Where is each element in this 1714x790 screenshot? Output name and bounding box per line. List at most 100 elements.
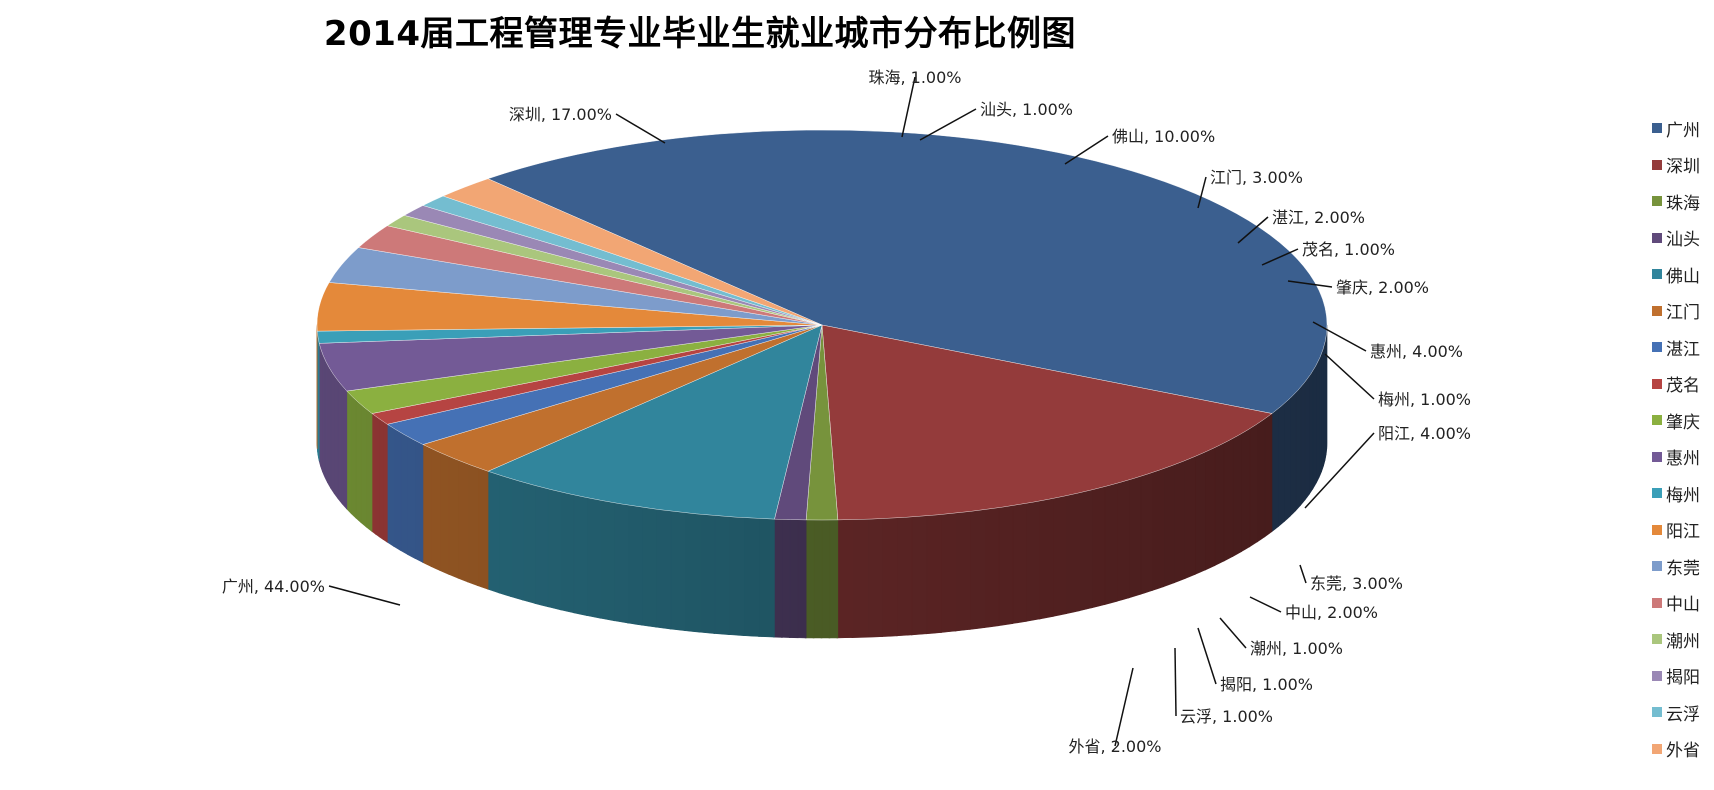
legend-label: 潮州	[1666, 631, 1700, 652]
leader-line-东莞	[1299, 564, 1307, 584]
pie-side-佛山	[655, 508, 672, 630]
pie-side-湛江	[386, 423, 395, 547]
pie-side-广州	[1308, 369, 1314, 496]
data-label-外省: 外省, 2.00%	[1068, 737, 1161, 756]
data-label-珠海: 珠海, 1.00%	[868, 68, 961, 87]
pie-side-深圳	[836, 519, 854, 639]
pie-side-惠州	[337, 379, 343, 505]
legend-swatch	[1652, 634, 1662, 645]
pie-side-佛山	[559, 491, 575, 614]
leader-line-湛江	[1237, 216, 1269, 244]
legend-swatch	[1652, 597, 1662, 608]
legend-swatch	[1652, 378, 1662, 389]
legend-label: 梅州	[1666, 485, 1700, 506]
legend-swatch	[1652, 415, 1662, 426]
pie-side-佛山	[698, 513, 716, 634]
legend-label: 揭阳	[1666, 668, 1700, 689]
legend-swatch	[1652, 123, 1662, 134]
pie-side-深圳	[1256, 418, 1266, 543]
data-label-揭阳: 揭阳, 1.00%	[1220, 675, 1313, 694]
leader-line-外省	[1114, 667, 1134, 747]
legend-swatch	[1652, 269, 1662, 280]
pie-side-深圳	[1204, 446, 1216, 571]
pie-top-layer	[316, 129, 1328, 521]
pie-side-深圳	[997, 505, 1014, 627]
leader-line-珠海	[901, 76, 916, 138]
pie-side-江门	[448, 455, 459, 579]
legend-label: 茂名	[1666, 376, 1700, 397]
pie-side-佛山	[534, 485, 549, 608]
data-label-广州: 广州, 44.00%	[222, 577, 325, 596]
leader-line-揭阳	[1197, 627, 1217, 685]
pie-side-深圳	[1184, 455, 1196, 580]
pie-side-江门	[476, 467, 489, 590]
legend-swatch	[1652, 524, 1662, 535]
leader-line-梅州	[1324, 353, 1375, 400]
pie-slice-外省	[442, 178, 823, 326]
pie-side-佛山	[572, 494, 588, 617]
data-label-阳江: 阳江, 4.00%	[1378, 424, 1471, 443]
pie-side-深圳	[1128, 475, 1142, 599]
pie-side-广州	[1300, 380, 1306, 507]
pie-side-深圳	[1162, 464, 1175, 588]
pie-side-深圳	[851, 518, 869, 638]
pie-side-珠海	[804, 519, 815, 639]
legend-label: 广州	[1666, 120, 1700, 141]
legend-label: 深圳	[1666, 157, 1700, 178]
pie-side-深圳	[1052, 495, 1068, 617]
legend-item-江门: 江门	[1652, 293, 1714, 330]
pie-side-汕头	[773, 518, 783, 638]
pie-side-广州	[1304, 375, 1310, 501]
data-label-潮州: 潮州, 1.00%	[1250, 639, 1343, 658]
legend-swatch	[1652, 488, 1662, 499]
data-label-江门: 江门, 3.00%	[1210, 168, 1303, 187]
data-label-中山: 中山, 2.00%	[1285, 603, 1378, 622]
pie-side-深圳	[1214, 442, 1225, 567]
pie-side-湛江	[414, 439, 424, 564]
legend-swatch	[1652, 342, 1662, 353]
legend-swatch	[1652, 743, 1662, 754]
pie-side-肇庆	[350, 394, 357, 519]
pie-side-佛山	[684, 512, 701, 633]
pie-side-深圳	[1223, 437, 1234, 562]
data-label-深圳: 深圳, 17.00%	[509, 105, 612, 124]
pie-side-深圳	[983, 507, 1000, 629]
pie-side-广州	[1289, 391, 1297, 517]
pie-side-佛山	[586, 497, 602, 619]
chart-title: 2014届工程管理专业毕业生就业城市分布比例图	[323, 14, 1077, 54]
legend-item-阳江: 阳江	[1652, 512, 1714, 549]
legend-label: 佛山	[1666, 266, 1700, 287]
pie-side-佛山	[641, 506, 657, 628]
legend-label: 湛江	[1666, 339, 1700, 360]
pie-side-江门	[439, 451, 450, 576]
pie-side-惠州	[341, 384, 348, 510]
pie-side-佛山	[522, 481, 536, 605]
legend-label: 江门	[1666, 303, 1700, 324]
pie-side-广州	[1277, 402, 1285, 528]
pie-side-深圳	[896, 516, 913, 637]
pie-side-深圳	[1173, 460, 1186, 584]
data-label-梅州: 梅州, 1.00%	[1378, 390, 1471, 409]
pie-side-湛江	[393, 427, 402, 552]
pie-side-肇庆	[346, 389, 352, 515]
legend-swatch	[1652, 196, 1662, 207]
pie-slice-佛山	[487, 324, 823, 520]
pie-side-佛山	[713, 515, 730, 636]
legend-swatch	[1652, 232, 1662, 243]
legend-swatch	[1652, 670, 1662, 681]
chart-legend: 广州 深圳 珠海 汕头 佛山 江门 湛江 茂名 肇庆 惠州 梅州 阳江 东莞 中山 潮州 揭阳 云浮 外省	[1652, 110, 1714, 767]
legend-item-广州: 广州	[1652, 110, 1714, 147]
legend-label: 肇庆	[1666, 412, 1700, 433]
pie-side-广州	[1271, 407, 1279, 533]
data-label-惠州: 惠州, 4.00%	[1370, 342, 1463, 361]
pie-data-labels: 广州, 44.00% 深圳, 17.00% 珠海, 1.00% 汕头, 1.00% 佛山…	[222, 68, 1471, 756]
pie-side-佛山	[669, 510, 686, 632]
legend-item-外省: 外省	[1652, 731, 1714, 768]
leader-line-深圳	[615, 113, 666, 144]
pie-side-佛山	[486, 470, 500, 594]
legend-label: 外省	[1666, 741, 1700, 762]
pie-side-广州	[1283, 397, 1291, 523]
pie-side-深圳	[1103, 482, 1118, 606]
pie-side-深圳	[940, 512, 957, 633]
